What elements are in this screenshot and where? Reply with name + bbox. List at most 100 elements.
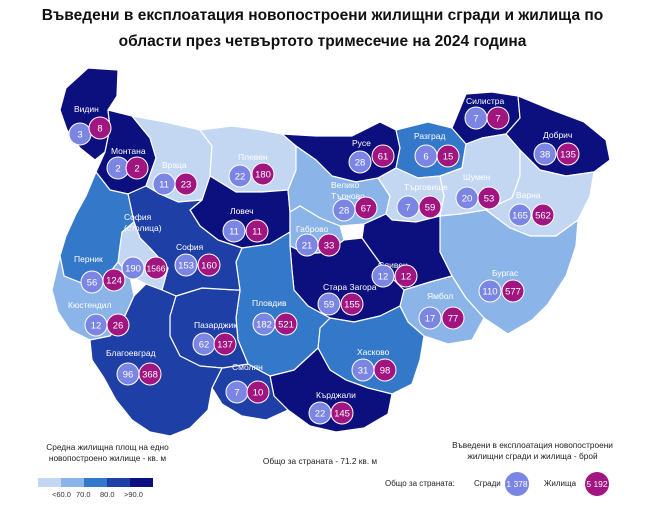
totals-dwellings-label: Жилища [544, 479, 577, 488]
region-11-buildings-value: 38 [540, 150, 551, 161]
region-19-buildings-value: 96 [123, 370, 134, 381]
region-28-dwellings-value: 145 [334, 409, 350, 420]
region-23-name: Стара Загора [323, 282, 377, 292]
region-18-name: Кюстендил [68, 300, 112, 310]
region-14-name: Варна [516, 190, 541, 200]
region-23-buildings-circle [317, 292, 341, 316]
region-2-dwellings-circle [125, 156, 149, 180]
region-3-dwellings-circle [174, 172, 198, 196]
region-3-name: Враца [162, 160, 187, 170]
region-4-name: Плевен [238, 152, 268, 162]
region-8-buildings-value: 28 [355, 158, 366, 169]
region-22-dwellings-circle [246, 380, 270, 404]
region-13-dwellings-value: 53 [484, 194, 495, 205]
legend-tick-4: >90.0 [124, 490, 143, 499]
region-17-buildings-value: 56 [87, 278, 98, 289]
region-20-buildings-value: 62 [199, 340, 210, 351]
legend-swatch-1 [38, 478, 61, 487]
region-20-dwellings-circle [213, 332, 237, 356]
region-23-dwellings-value: 155 [344, 300, 360, 311]
region-4-dwellings-value: 180 [255, 170, 271, 181]
legend-note-left-line-2: новопостроено жилище - кв. м [48, 453, 167, 463]
totals-dwellings-circle: 5 192 [585, 472, 609, 496]
region-4-buildings-circle [228, 164, 252, 188]
region-3-buildings-value: 11 [159, 180, 169, 191]
region-1-dwellings-value: 8 [97, 124, 102, 135]
region-18-dwellings-circle [106, 313, 130, 337]
region-9-dwellings-value: 15 [443, 152, 454, 163]
region-15-name-part-1: София [124, 212, 152, 222]
region-25-dwellings-value: 77 [448, 314, 459, 325]
totals-buildings-label: Сгради [474, 479, 501, 488]
totals-dwellings-value: 5 192 [586, 479, 608, 489]
region-18-dwellings-value: 26 [113, 321, 124, 332]
region-5-name: Ловеч [230, 206, 254, 216]
region-24-dwellings-value: 12 [401, 272, 412, 283]
region-22-dwellings-value: 10 [253, 388, 264, 399]
region-26-buildings-circle [478, 279, 502, 303]
region-15-dwellings-value: 1566 [147, 264, 166, 274]
region-17-dwellings-circle [102, 268, 126, 292]
region-26-dwellings-value: 577 [505, 287, 521, 298]
region-16-name: София [176, 242, 204, 252]
region-1-buildings-value: 3 [77, 130, 82, 141]
region-5-dwellings-circle [245, 219, 269, 243]
region-25-buildings-value: 17 [425, 314, 436, 325]
region-4-dwellings-circle [251, 162, 275, 186]
region-9-buildings-value: 6 [423, 152, 428, 163]
region-28-dwellings-circle [330, 401, 354, 425]
region-14-dwellings-value: 562 [535, 211, 551, 222]
region-24-buildings-value: 12 [378, 272, 389, 283]
region-14-buildings-value: 165 [512, 211, 528, 222]
legend-note-left-line-1: Средна жилищна площ на едно [46, 442, 169, 452]
region-5-buildings-value: 11 [229, 227, 239, 238]
region-21-dwellings-value: 521 [278, 320, 294, 331]
region-26-dwellings-circle [501, 279, 525, 303]
region-15-buildings-value: 190 [125, 264, 141, 275]
region-22-buildings-value: 7 [234, 388, 239, 399]
region-12-name: Търговище [404, 182, 448, 192]
region-27-buildings-value: 31 [358, 366, 369, 377]
region-1-dwellings-circle [88, 116, 112, 140]
region-15-buildings-circle [121, 256, 145, 280]
totals-buildings-circle: 1 378 [505, 472, 529, 496]
region-12-dwellings-circle [418, 195, 442, 219]
region-11-name: Добрич [543, 130, 572, 140]
region-11-buildings-circle [533, 142, 557, 166]
region-5-dwellings-value: 11 [252, 227, 262, 238]
region-22-name: Смолян [232, 362, 263, 372]
region-13-dwellings-circle [477, 186, 501, 210]
region-27-dwellings-circle [373, 358, 397, 382]
region-15-dwellings-circle [144, 256, 168, 280]
country-average-note: Общо за страната - 71.2 кв. м [262, 456, 378, 466]
region-9-dwellings-circle [436, 144, 460, 168]
region-11-dwellings-circle [556, 142, 580, 166]
region-16-buildings-value: 153 [178, 261, 194, 272]
region-25-name: Ямбол [427, 291, 453, 301]
region-10-name: Силистра [466, 96, 504, 106]
region-27-dwellings-value: 98 [380, 366, 391, 377]
legend-note-left: Средна жилищна площ на едно новопостроен… [20, 442, 195, 464]
totals-buildings-value: 1 378 [506, 479, 528, 489]
region-19-dwellings-circle [138, 362, 162, 386]
region-shape-kardzhali [269, 347, 393, 433]
region-27-name: Хасково [357, 347, 390, 357]
region-17-dwellings-value: 124 [106, 276, 122, 287]
region-20-name: Пазарджик [194, 320, 237, 330]
region-17-name: Перник [74, 254, 103, 264]
region-2-dwellings-value: 2 [134, 164, 139, 175]
region-13-buildings-value: 20 [462, 194, 473, 205]
region-5-buildings-circle [222, 219, 246, 243]
region-18-buildings-value: 12 [91, 321, 102, 332]
region-1-name: Видин [74, 104, 99, 114]
region-12-dwellings-value: 59 [425, 203, 436, 214]
region-26-name: Бургас [492, 268, 519, 278]
totals-label: Общо за страната: [385, 479, 455, 488]
region-10-dwellings-value: 7 [495, 114, 500, 125]
region-20-dwellings-value: 137 [217, 340, 233, 351]
legend-tick-2: 70.0 [76, 490, 91, 499]
region-19-dwellings-value: 368 [142, 370, 158, 381]
region-15-name-part-2: (столица) [124, 223, 162, 233]
region-6-dwellings-circle [354, 196, 378, 220]
